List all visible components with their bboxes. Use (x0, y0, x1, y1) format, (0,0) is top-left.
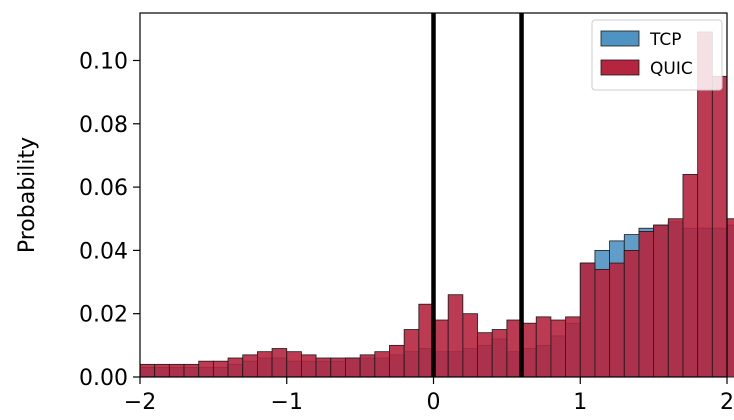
quic-bar (565, 316, 581, 378)
quic-bar (550, 319, 566, 378)
quic-bar (242, 354, 258, 378)
quic-bar (286, 351, 302, 378)
x-axis: −2 −1 0 1 2 (124, 377, 734, 415)
quic-bar (653, 224, 669, 378)
quic-bar (609, 262, 625, 378)
quic-bar (462, 313, 478, 378)
quic-bar (212, 360, 229, 378)
quic-bar (447, 294, 464, 378)
legend-swatch-quic (600, 59, 640, 76)
x-tick-label: 1 (573, 390, 587, 415)
quic-bar (638, 230, 655, 378)
quic-bar (403, 329, 420, 378)
quic-bar (682, 174, 699, 378)
quic-bar (168, 363, 185, 378)
legend: TCP QUIC (591, 19, 723, 91)
quic-bar (227, 357, 244, 378)
y-axis-label: Probability (15, 137, 40, 253)
vertical-markers (431, 13, 524, 377)
quic-bar (315, 357, 332, 378)
quic-bar (256, 351, 273, 378)
x-tick-label: 2 (720, 390, 734, 415)
legend-label-tcp: TCP (649, 30, 682, 50)
quic-bar (623, 249, 640, 378)
quic-bar (301, 354, 317, 378)
y-tick-label: 0.10 (79, 49, 128, 74)
y-tick-label: 0.00 (79, 366, 128, 391)
quic-bar (726, 218, 734, 378)
quic-bar (330, 357, 346, 378)
quic-bar (579, 262, 596, 378)
quic-bars (139, 31, 734, 378)
y-tick-label: 0.08 (79, 113, 128, 138)
quic-bar (667, 218, 684, 378)
quic-bar (594, 268, 610, 378)
quic-bar (271, 348, 288, 378)
legend-label-quic: QUIC (650, 59, 693, 79)
y-tick-label: 0.06 (79, 176, 128, 201)
quic-bar (345, 357, 361, 378)
quic-bar (711, 75, 728, 378)
quic-bar (535, 316, 552, 378)
quic-bar (183, 363, 200, 378)
x-tick-label: −2 (124, 390, 156, 415)
quic-bar (198, 360, 214, 378)
legend-swatch-tcp (600, 30, 640, 47)
quic-bar (139, 363, 156, 378)
quic-bar (389, 344, 405, 378)
quic-bar (154, 363, 170, 378)
y-tick-label: 0.04 (79, 239, 128, 264)
x-tick-label: −1 (271, 390, 303, 415)
x-tick-label: 0 (427, 390, 441, 415)
y-tick-label: 0.02 (79, 303, 128, 328)
quic-bar (477, 332, 493, 378)
quic-bar (491, 329, 508, 378)
y-axis: 0.00 0.02 0.04 0.06 0.08 0.10 (79, 49, 140, 391)
quic-bar (359, 354, 376, 378)
quic-bar (374, 351, 390, 378)
